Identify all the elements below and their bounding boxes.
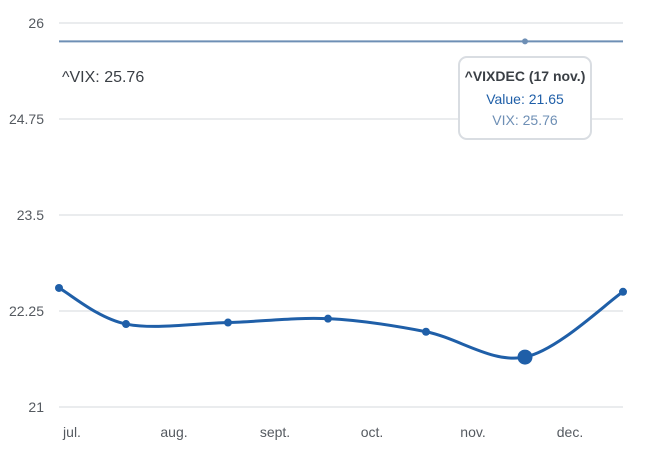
data-point[interactable] — [55, 283, 63, 292]
data-point[interactable] — [224, 318, 232, 327]
y-tick-label: 24.75 — [9, 111, 44, 127]
data-point-highlighted[interactable] — [517, 349, 533, 365]
tooltip-vix: VIX: 25.76 — [492, 112, 558, 128]
x-tick-label: dec. — [557, 424, 583, 440]
y-tick-label: 26 — [28, 15, 44, 31]
data-point[interactable] — [619, 287, 627, 296]
vix-reference-label: ^VIX: 25.76 — [62, 69, 144, 86]
y-axis-ticks: 26 24.75 23.5 22.25 21 — [9, 15, 44, 415]
vixdec-series — [55, 283, 627, 365]
x-tick-label: nov. — [460, 424, 485, 440]
tooltip-box — [458, 56, 592, 140]
y-tick-label: 23.5 — [17, 207, 44, 223]
tooltip: ^VIXDEC (17 nov.) Value: 21.65 VIX: 25.7… — [458, 56, 592, 140]
data-point[interactable] — [324, 314, 332, 323]
x-tick-label: aug. — [160, 424, 187, 440]
y-tick-label: 22.25 — [9, 303, 44, 319]
data-point[interactable] — [122, 320, 130, 329]
x-tick-label: oct. — [361, 424, 384, 440]
data-point[interactable] — [422, 327, 430, 336]
vix-reference: ^VIX: 25.76 — [59, 38, 623, 86]
y-tick-label: 21 — [28, 399, 44, 415]
vixdec-line — [58, 286, 624, 360]
x-axis-ticks: jul. aug. sept. oct. nov. dec. — [62, 424, 583, 440]
vix-hover-marker — [522, 38, 528, 45]
tooltip-title: ^VIXDEC (17 nov.) — [465, 68, 586, 84]
tooltip-value: Value: 21.65 — [486, 91, 564, 107]
x-tick-label: sept. — [260, 424, 290, 440]
x-tick-label: jul. — [62, 424, 81, 440]
